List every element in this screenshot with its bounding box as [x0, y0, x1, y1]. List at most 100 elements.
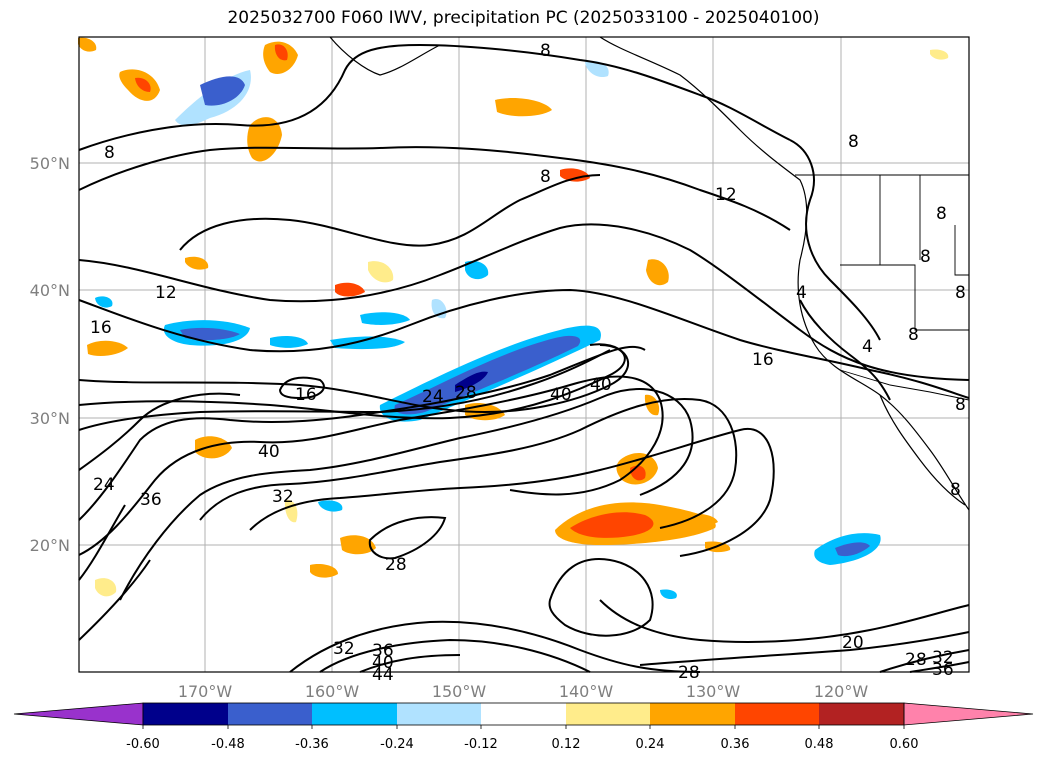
- colorbar-bin: [650, 703, 735, 725]
- precip-region: [368, 261, 394, 283]
- contour-label: 12: [155, 283, 177, 303]
- precip-region: [274, 44, 288, 61]
- lon-axis: 170°W 160°W 150°W 140°W 130°W 120°W: [178, 682, 869, 701]
- border-path: [879, 175, 969, 276]
- contour-label: 40: [372, 653, 394, 673]
- colorbar-tick-label: -0.24: [380, 737, 414, 752]
- contour-label: 8: [908, 325, 919, 345]
- lat-axis: 50°N 40°N 30°N 20°N: [30, 154, 70, 555]
- contour-label: 8: [104, 143, 115, 163]
- contour-label: 44: [372, 665, 394, 685]
- precip-region: [95, 578, 117, 597]
- precip-region: [465, 260, 489, 280]
- contour-label: 28: [385, 555, 407, 575]
- contour-label: 16: [295, 385, 317, 405]
- contour-label: 8: [540, 41, 551, 61]
- precip-region: [570, 512, 654, 538]
- colorbar-tick-label: 0.36: [721, 737, 750, 752]
- lat-label: 30°N: [30, 409, 70, 428]
- contour-line: [799, 299, 891, 401]
- contour-label: 36: [140, 490, 162, 510]
- contour-line: [548, 558, 654, 637]
- contour-line: [78, 375, 664, 556]
- precip-region: [560, 168, 590, 182]
- contour-line: [278, 376, 325, 400]
- map-panel: 8 8 8 8 8 8 8 12 12 16 16 16 24 28 40 40…: [78, 36, 970, 685]
- contour-label: 12: [715, 185, 737, 205]
- precip-region: [930, 49, 949, 60]
- colorbar-tick-label: -0.12: [464, 737, 498, 752]
- colorbar-tick-label: -0.48: [211, 737, 245, 752]
- precip-region: [360, 312, 410, 325]
- precip-region: [835, 542, 870, 557]
- contour-label: 20: [842, 633, 864, 653]
- map-frame: [78, 36, 970, 673]
- colorbar-outline: [142, 702, 905, 726]
- contour-line: [879, 649, 970, 673]
- contour-label: 28: [905, 650, 927, 670]
- lat-label: 40°N: [30, 281, 70, 300]
- contour-label: 28: [678, 663, 700, 683]
- contour-label: 36: [932, 660, 954, 680]
- contour-line: [78, 223, 970, 381]
- contour-label: 8: [936, 204, 947, 224]
- precip-region: [495, 98, 552, 117]
- precip-region: [646, 259, 669, 286]
- precip-shading-negative: [95, 60, 881, 600]
- precip-shading-positive: [78, 37, 949, 597]
- contour-line: [78, 343, 626, 420]
- precip-region: [585, 60, 609, 78]
- precip-region: [455, 371, 488, 392]
- map-title: 2025032700 F060 IWV, precipitation PC (2…: [227, 8, 820, 28]
- precip-region: [335, 282, 365, 297]
- contour-line: [599, 599, 970, 643]
- contour-label: 8: [848, 132, 859, 152]
- colorbar-bin: [228, 703, 312, 725]
- precip-region: [185, 256, 209, 270]
- contour-line: [78, 559, 151, 641]
- colorbar: -0.60 -0.48 -0.36 -0.24 -0.12 0.12 0.24 …: [13, 702, 1034, 752]
- colorbar-bin: [566, 703, 650, 725]
- colorbar-bin: [819, 703, 904, 725]
- contour-label: 40: [590, 375, 612, 395]
- contour-line: [78, 43, 791, 151]
- contour-line: [639, 631, 970, 666]
- colorbar-bin: [312, 703, 397, 725]
- precip-region: [270, 336, 308, 348]
- precip-region: [200, 76, 245, 106]
- coastline: [329, 36, 970, 511]
- precip-region: [87, 340, 128, 356]
- contour-label: 16: [752, 350, 774, 370]
- lon-label: 130°W: [686, 682, 741, 701]
- contour-labels: 8 8 8 8 8 8 8 12 12 16 16 16 24 28 40 40…: [90, 41, 966, 685]
- precip-region: [340, 535, 376, 555]
- lon-label: 120°W: [814, 682, 869, 701]
- coastline-path: [599, 36, 970, 511]
- contour-label: 4: [796, 283, 807, 303]
- colorbar-tick-label: 0.60: [890, 737, 919, 752]
- contour-label: 4: [862, 337, 873, 357]
- contour-label: 36: [372, 641, 394, 661]
- contour-line: [289, 620, 701, 673]
- colorbar-ticks: [142, 725, 905, 729]
- contour-label: 24: [422, 387, 444, 407]
- lon-label: 150°W: [432, 682, 487, 701]
- contour-line: [78, 504, 126, 581]
- lat-label: 20°N: [30, 536, 70, 555]
- colorbar-tick-label: 0.48: [805, 737, 834, 752]
- colorbar-tick-label: 0.12: [552, 737, 581, 752]
- contour-label: 8: [920, 247, 931, 267]
- contour-line: [179, 174, 601, 251]
- contour-label: 40: [258, 442, 280, 462]
- contour-label: 8: [540, 167, 551, 187]
- contour-label: 16: [90, 318, 112, 338]
- contour-label: 32: [333, 639, 355, 659]
- contour-line: [78, 288, 970, 399]
- lon-label: 160°W: [305, 682, 360, 701]
- contour-label: 32: [932, 648, 954, 668]
- colorbar-bin: [481, 703, 566, 725]
- precip-region: [644, 394, 660, 416]
- lon-label: 170°W: [178, 682, 233, 701]
- iwv-contours: [78, 43, 970, 673]
